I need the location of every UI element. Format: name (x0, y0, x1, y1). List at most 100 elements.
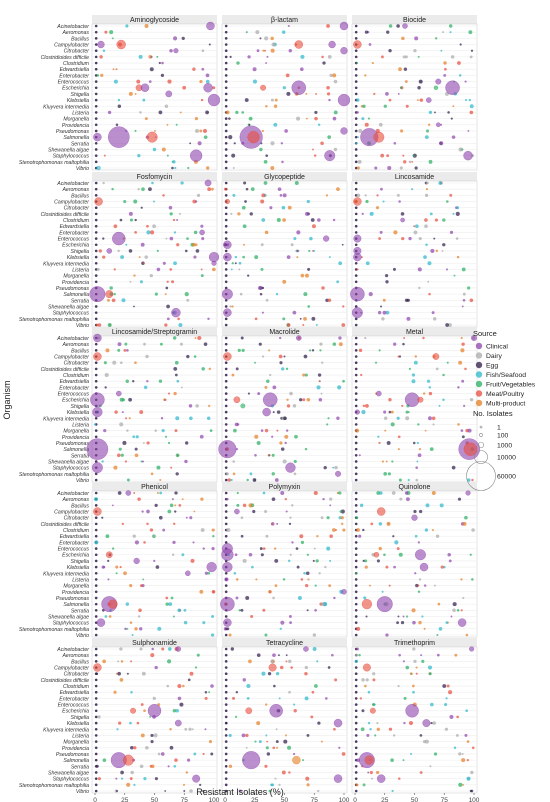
data-point (94, 740, 98, 743)
data-point (413, 659, 417, 663)
data-point (139, 647, 143, 651)
data-point (184, 727, 188, 731)
data-point (320, 392, 323, 395)
data-point (354, 274, 358, 277)
data-point (424, 193, 429, 198)
panel-title: Fosfomycin (137, 174, 173, 181)
data-point (291, 80, 307, 95)
data-point (375, 206, 380, 210)
data-point (94, 647, 98, 651)
data-point (411, 379, 416, 384)
y-tick-label: Shigella (71, 249, 90, 255)
data-point (296, 256, 299, 259)
data-point (154, 503, 158, 507)
data-point (141, 460, 144, 463)
data-point (369, 707, 376, 714)
data-point (129, 777, 133, 781)
data-point (354, 447, 358, 451)
data-point (442, 218, 446, 222)
data-point (224, 746, 228, 750)
data-point (224, 410, 228, 414)
data-point (458, 782, 463, 787)
y-tick-label: Campylobacter (54, 200, 89, 206)
data-point (321, 602, 325, 606)
data-point (234, 255, 238, 259)
data-point (354, 92, 358, 96)
y-tick-label: Edwardsiella (60, 67, 90, 73)
y-tick-label: Escherichia (62, 86, 89, 92)
data-point (162, 261, 166, 265)
data-point (94, 734, 98, 737)
data-point (463, 442, 478, 456)
data-point (413, 509, 417, 514)
data-point (422, 719, 431, 728)
data-point (271, 453, 275, 457)
data-point (340, 47, 348, 55)
data-point (199, 434, 204, 439)
data-point (285, 367, 289, 371)
data-point (307, 305, 311, 308)
data-point (354, 510, 358, 513)
data-point (271, 435, 274, 438)
data-point (94, 280, 98, 284)
data-point (325, 298, 329, 303)
y-tick-label: Clostridioides difficile (41, 367, 90, 373)
data-point (354, 280, 358, 284)
data-point (264, 230, 269, 235)
legend-size-circle (474, 450, 488, 464)
data-point (224, 148, 228, 151)
data-point (94, 777, 98, 780)
y-tick-label: Kluyvera intermedia (43, 261, 89, 267)
data-point (261, 311, 264, 314)
data-point (429, 447, 434, 452)
data-point (418, 620, 422, 625)
data-point (404, 80, 408, 83)
y-tick-label: Clostridium (63, 218, 90, 224)
data-point (146, 522, 149, 526)
data-point (211, 589, 216, 594)
data-point (338, 336, 342, 340)
data-point (354, 547, 358, 550)
data-point (412, 647, 416, 651)
data-point (94, 429, 98, 432)
data-point (224, 510, 228, 513)
data-point (442, 243, 446, 247)
data-point (133, 783, 136, 786)
data-point (362, 559, 365, 563)
data-point (247, 55, 251, 59)
data-point (120, 777, 124, 780)
data-point (327, 54, 332, 59)
x-axis-label: Resistant Isolates (%) (196, 787, 284, 797)
data-point (354, 117, 358, 120)
data-point (190, 149, 203, 162)
y-tick-label: Pseudomonas (56, 129, 90, 135)
data-point (425, 243, 428, 246)
data-point (336, 187, 340, 192)
data-point (129, 621, 133, 624)
data-point (359, 503, 364, 508)
data-point (354, 416, 358, 420)
panel-header-bg (92, 482, 217, 491)
data-point (373, 131, 385, 143)
data-point (412, 154, 415, 157)
data-point (116, 453, 121, 458)
y-tick-label: Clostridioides difficile (41, 212, 90, 218)
data-point (419, 98, 424, 102)
data-point (386, 30, 390, 34)
data-point (181, 498, 184, 501)
data-point (94, 721, 98, 725)
data-point (113, 79, 118, 84)
x-tick-label: 25 (251, 797, 259, 802)
panel-header-bg (222, 482, 347, 491)
data-point (94, 367, 98, 371)
data-point (245, 746, 248, 749)
data-point (223, 308, 232, 317)
x-tick-label: 75 (441, 797, 449, 802)
data-point (259, 292, 263, 296)
data-point (408, 160, 412, 164)
data-point (263, 181, 268, 185)
data-point (94, 553, 98, 557)
data-point (240, 336, 244, 340)
data-point (398, 67, 402, 72)
data-point (413, 49, 417, 53)
